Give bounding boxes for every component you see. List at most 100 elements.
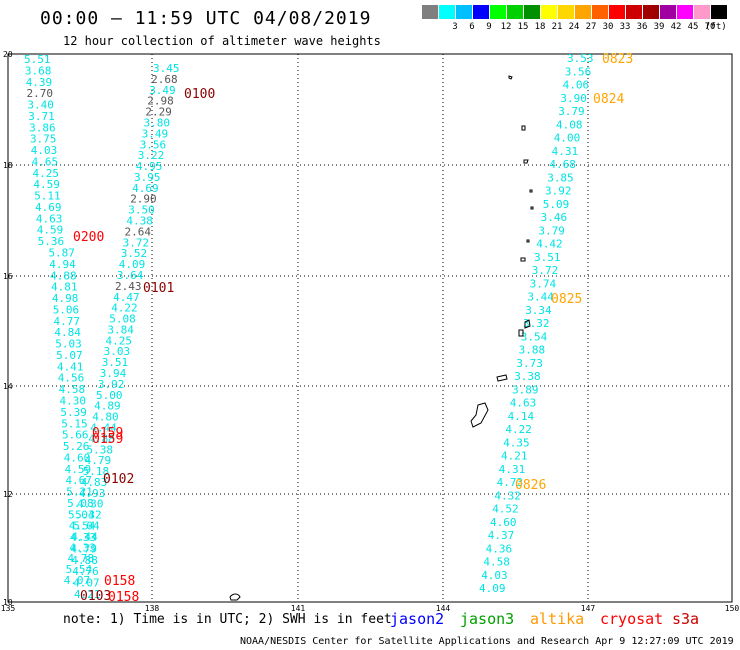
scale-label: 33 [619,22,631,32]
track-b-value: 5.38 [87,443,114,456]
track-b-value: 3.22 [138,149,165,162]
track-c-value: 4.42 [536,238,563,251]
track-b-value: 5.04 [73,520,100,533]
island-outline [229,593,241,601]
scale-swatch [626,5,642,19]
track-a-value: 4.25 [33,167,60,180]
track-c-value: 4.52 [492,503,519,516]
scale-swatch [439,5,455,19]
lat-tick-label: 10 [3,598,13,607]
pass-time-label: 0824 [593,92,624,107]
track-a-value: 4.88 [50,269,77,282]
track-a-value: 4.07 [73,577,100,590]
track-a-value: 5.51 [24,53,51,66]
track-b-value: 4.69 [132,182,159,195]
scale-label: 27 [585,22,597,32]
scale-label: 9 [486,22,492,32]
track-c-value: 4.31 [552,145,579,158]
map-title: 00:00 – 11:59 UTC 04/08/2019 [40,8,372,29]
legend-s3a: s3a [672,610,700,628]
scale-swatch [660,5,676,19]
pass-time-label: 0101 [143,281,174,296]
track-c-value: 3.89 [512,383,539,396]
scale-label: 39 [653,22,665,32]
track-c-value: 3.51 [534,251,561,264]
track-a-value: 4.54 [69,520,96,533]
track-c-value: 4.32 [494,489,521,502]
track-b-value: 4.79 [85,454,112,467]
track-a-value: 4.03 [31,144,58,157]
track-a-value: 3.75 [30,133,57,146]
scale-label: 6 [469,22,475,32]
track-a-value: 5.21 [66,486,93,499]
track-b-value: 4.78 [68,552,95,565]
scale-unit: (ft) [705,22,727,32]
scale-swatch [643,5,659,19]
track-b-value: 4.07 [64,574,90,587]
island-outline [470,402,489,428]
track-b-value: 2.43 [115,280,142,293]
track-c-value: 3.38 [514,370,541,383]
track-c-value: 3.34 [525,304,552,317]
track-a-value: 3.68 [25,64,51,77]
track-b-value: 5.18 [83,465,110,478]
track-c-value: 4.73 [497,476,523,489]
track-b-value: 2.29 [145,106,172,119]
track-c-value: 3.44 [527,291,554,304]
track-a-value: 5.87 [48,247,74,260]
track-a-value: 3.86 [29,121,55,134]
track-b-value: 4.83 [81,476,108,489]
island-outline [524,319,531,329]
island-outline [508,75,513,80]
track-c-value: 4.00 [554,132,581,145]
track-a-value: 4.59 [37,224,64,237]
scale-label: 42 [670,22,682,32]
island-outline [518,329,524,337]
scale-swatch [507,5,523,19]
track-b-value: 5.54 [66,563,93,576]
legend-jason3: jason3 [460,610,515,628]
track-b-value: 3.52 [121,247,148,260]
track-a-value: 4.56 [58,372,85,385]
lon-tick-label: 138 [145,604,160,613]
track-a-value: 4.41 [57,360,83,373]
lon-tick-label: 147 [581,604,596,613]
track-b-value: 3.64 [117,269,144,282]
pass-time-label: 0826 [515,478,546,493]
pass-time-label: 0158 [108,590,139,605]
scale-swatch [541,5,557,19]
lon-tick-label: 135 [1,604,16,613]
track-a-value: 5.03 [55,338,82,351]
track-a-value: 5.06 [53,303,79,316]
track-a-value: 5.26 [63,440,90,453]
lat-tick-label: 12 [3,490,13,499]
track-b-value: 2.68 [151,73,178,86]
scale-swatch [558,5,574,19]
track-a-value: 5.39 [60,406,87,419]
track-a-value: 4.77 [54,315,81,328]
legend-altika: altika [530,610,585,628]
units-note: note: 1) Time is in UTC; 2) SWH is in fe… [63,612,392,627]
track-c-value: 4.08 [556,118,583,131]
track-c-value: 3.88 [519,344,546,357]
track-a-value: 5.15 [61,417,87,430]
track-b-value: 4.95 [136,160,163,173]
track-c-value: 3.79 [558,105,585,118]
map-frame [7,53,733,603]
track-a-value: 3.71 [28,110,55,123]
track-a-value: 3.40 [27,99,54,112]
scale-label: 18 [534,22,546,32]
track-c-value: 3.32 [523,317,550,330]
pass-time-label: 0100 [184,87,215,102]
scale-swatch [473,5,489,19]
track-b-value: 3.56 [140,138,167,151]
track-a-value: 5.07 [56,349,83,362]
track-c-value: 4.63 [510,397,537,410]
track-b-value: 3.51 [102,356,129,369]
lat-tick-label: 20 [3,50,13,59]
track-a-value: 4.67 [65,474,92,487]
track-b-value: 4.25 [106,334,133,347]
track-b-value: 3.84 [107,323,134,336]
scale-label: 3 [452,22,458,32]
